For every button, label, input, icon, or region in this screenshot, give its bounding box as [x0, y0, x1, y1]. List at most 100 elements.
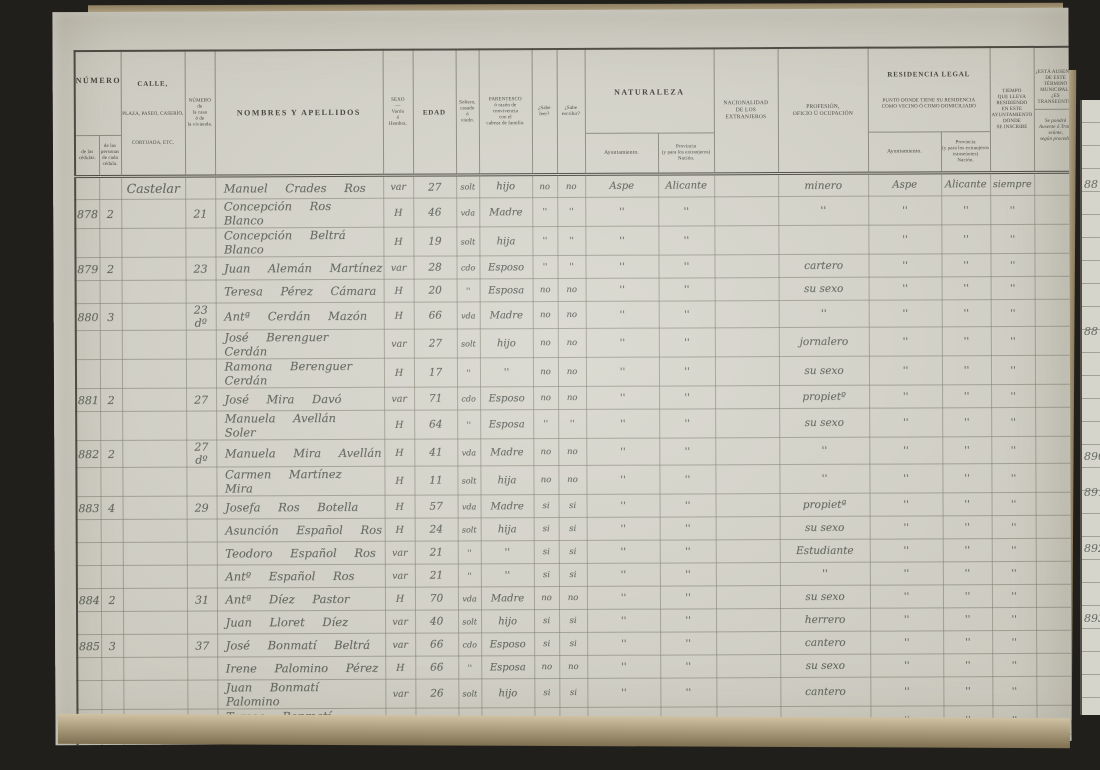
cell-res_ay: '' [869, 463, 943, 494]
cell-leer: si [533, 540, 559, 564]
cell-nat_prov: '' [659, 539, 716, 564]
cell-leer: si [533, 563, 559, 587]
cell-prof: su sexo [778, 356, 870, 386]
cell-pers [100, 565, 123, 589]
cell-tiempo: '' [990, 326, 1035, 356]
cell-edad: 20 [413, 278, 457, 303]
cell-parentesco: hijo [481, 609, 535, 633]
cell-num: 23 dº [185, 303, 216, 331]
cell-tiempo: '' [992, 607, 1037, 631]
cell-calle [122, 440, 187, 468]
cell-ced: 879 [75, 257, 100, 281]
cell-res_ay: '' [868, 224, 942, 255]
cell-nombre: Antº Español Ros [216, 564, 385, 589]
cell-ced: 884 [76, 588, 102, 612]
cell-calle [122, 496, 187, 520]
cell-nombre: Juan Lloret Díez [217, 610, 386, 635]
cell-parentesco: Madre [479, 197, 533, 227]
cell-num [186, 467, 217, 497]
cell-leer: no [532, 301, 558, 329]
cell-prof: '' [779, 437, 870, 465]
cell-res_prov: Alicante [941, 172, 991, 196]
cell-leer: si [534, 609, 560, 633]
cell-nat_prov: '' [659, 385, 716, 410]
cell-ausente [1035, 436, 1072, 464]
cell-calle [121, 257, 186, 281]
cell-ausente [1034, 195, 1072, 225]
cell-edad: 28 [413, 255, 457, 280]
cell-ced [75, 228, 100, 258]
cell-sexo: var [385, 679, 416, 709]
cell-nombre: Manuela Mira Avellán [216, 439, 385, 468]
cell-res_prov: '' [941, 253, 991, 277]
cell-res_ay: '' [868, 326, 942, 357]
cell-ced [75, 176, 100, 200]
cell-escribir: '' [558, 409, 587, 439]
cell-escribir: no [557, 278, 586, 302]
cell-leer: no [532, 174, 558, 198]
cell-nat_prov: '' [658, 277, 715, 302]
cell-res_ay: '' [868, 299, 942, 328]
cell-nat_prov: '' [659, 437, 716, 466]
next-page-cedula-number: 890 [1084, 450, 1100, 463]
cell-parentesco: Madre [480, 586, 535, 610]
cell-num [186, 542, 217, 566]
cell-edad: 19 [413, 226, 457, 257]
cell-sexo: H [385, 656, 416, 680]
cell-nat_ay: '' [587, 609, 661, 633]
cell-prof: cantero [780, 677, 871, 707]
cell-nacion [714, 300, 779, 328]
cell-ced: 885 [77, 634, 102, 658]
cell-num [187, 680, 218, 710]
cell-num: 27 dº [186, 440, 217, 468]
col-header-nacionalidad: NACIONALIDAD DE LOS EXTRANJEROS [713, 48, 779, 174]
cell-ausente [1036, 607, 1072, 631]
cell-nacion [715, 516, 780, 540]
cell-sexo: H [384, 439, 415, 467]
cell-nombre: Manuel Crades Ros [215, 175, 384, 200]
cell-prof: minero [778, 173, 869, 197]
cell-prof: cantero [780, 631, 871, 655]
cell-ausente [1035, 463, 1072, 493]
cell-calle [122, 565, 187, 589]
cell-calle [121, 359, 187, 389]
cell-ausente [1035, 515, 1072, 539]
cell-parentesco: hija [480, 465, 534, 495]
cell-prof: su sexo [779, 408, 870, 438]
cell-nombre: José Mira Davó [216, 387, 385, 412]
cell-nacion [715, 493, 780, 517]
cell-leer: si [534, 678, 560, 708]
cell-leer: no [533, 586, 560, 610]
cell-estado: solt [456, 226, 480, 256]
cell-parentesco: hijo [479, 328, 533, 358]
cell-res_ay: '' [870, 676, 944, 707]
cell-nat_ay: '' [587, 678, 661, 708]
cell-nombre: Antª Díez Pastor [216, 587, 386, 612]
cell-pers [99, 280, 122, 304]
cell-edad: 66 [413, 301, 457, 330]
cell-res_prov: '' [942, 515, 992, 539]
cell-nombre: José Berenguer Cerdán [215, 329, 384, 360]
cell-tiempo: '' [992, 630, 1037, 654]
ausente-question: ¿ESTÁ AUSENTE DE ESTE TÉRMINO MUNICIPAL?… [1034, 66, 1072, 110]
cell-calle [123, 634, 188, 658]
cell-prof: cartero [778, 254, 869, 278]
cell-ced [75, 280, 100, 304]
cell-estado: cdo [458, 632, 482, 656]
cell-leer: si [533, 494, 559, 518]
cell-nat_prov: '' [659, 562, 716, 587]
cell-estado: solt [457, 465, 481, 495]
cell-sexo: var [384, 564, 415, 588]
record-row: Juan Bonmatí Palomino var 26 solt hijo si si ''… [77, 676, 1072, 710]
cell-sexo: H [384, 587, 416, 611]
cell-num [185, 228, 216, 258]
subcol-naturaleza-ayuntamiento: Ayuntamiento. [584, 133, 659, 175]
col-header-sabe-escribir: ¿Sabe escribir? [556, 48, 586, 175]
cell-calle [121, 280, 186, 304]
cell-prof: su sexo [778, 277, 869, 301]
cell-pers: 4 [100, 496, 123, 520]
next-page-cedula-number: 893 [1084, 612, 1100, 625]
cell-res_ay: '' [868, 253, 942, 278]
ausente-note: Se pondrá Ausente ó Tran- seúnte, según … [1038, 118, 1072, 142]
cell-tiempo: '' [990, 355, 1036, 385]
